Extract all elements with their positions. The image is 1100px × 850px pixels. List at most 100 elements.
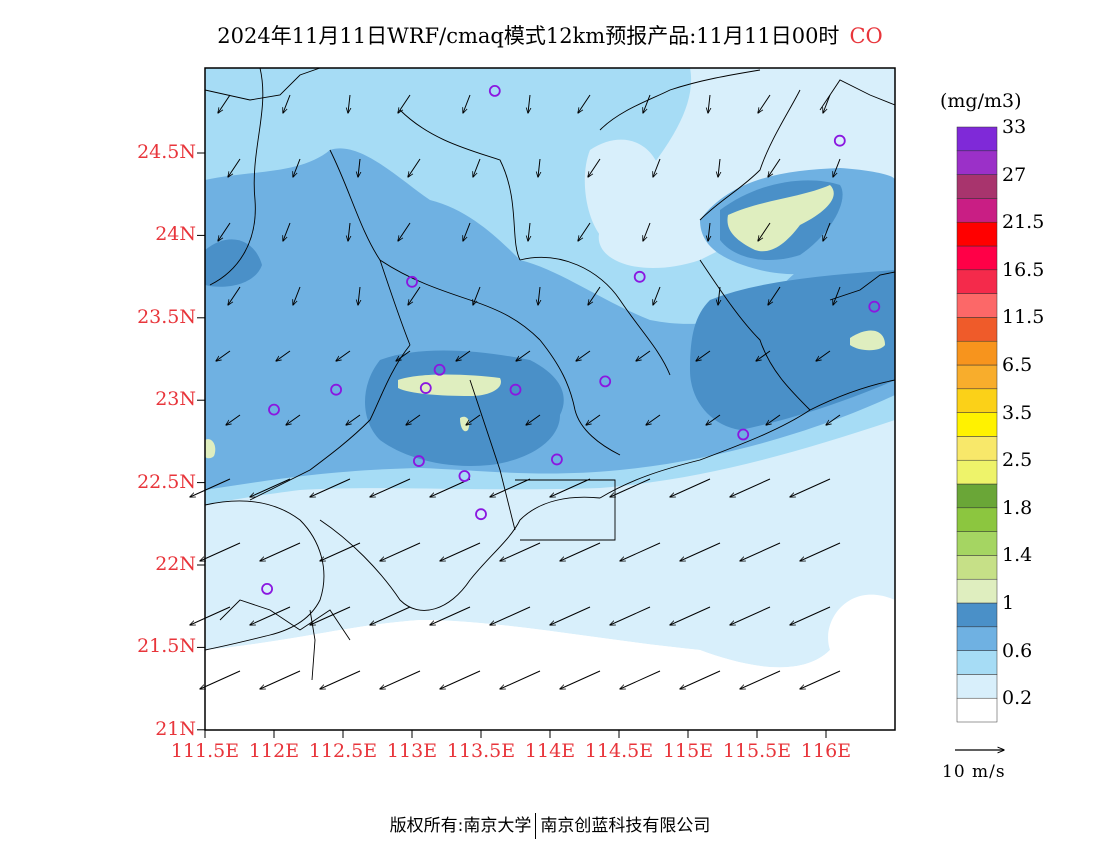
- station-marker: [412, 455, 425, 467]
- wind-arrow: [250, 478, 291, 497]
- colorbar-swatch: [956, 126, 998, 152]
- wind-arrow: [216, 350, 231, 361]
- station-marker: [330, 383, 343, 396]
- lat-label: 22N: [155, 553, 196, 575]
- wind-arrow: [310, 478, 351, 497]
- wind-arrow: [833, 158, 841, 177]
- wind-arrow: [283, 94, 291, 113]
- wind-arrow: [250, 606, 291, 625]
- wind-arrow: [756, 350, 771, 361]
- axis-ticks: [197, 152, 827, 738]
- wind-arrow: [610, 478, 651, 497]
- boundaries: [205, 68, 895, 681]
- colorbar-swatch: [956, 555, 998, 580]
- colorbar-swatch: [956, 626, 998, 651]
- wind-arrow: [320, 670, 361, 689]
- colorbar-swatch: [956, 412, 998, 437]
- wind-arrow: [336, 350, 351, 361]
- wind-arrow: [766, 414, 781, 425]
- lon-label: 114E: [524, 740, 576, 762]
- station-marker: [599, 375, 612, 388]
- colorbar-label: 2.5: [1002, 449, 1033, 472]
- wind-arrow: [526, 414, 541, 425]
- colorbar-label: 27: [1002, 163, 1027, 186]
- station-marker: [509, 383, 522, 396]
- wind-arrow: [490, 606, 531, 625]
- wind-arrow: [293, 158, 301, 177]
- copyright-footer: 版权所有:南京大学 南京创蓝科技有限公司: [0, 811, 1100, 839]
- colorbar-swatch: [956, 317, 998, 342]
- wind-arrow: [800, 670, 841, 689]
- species-label: CO: [849, 24, 883, 48]
- station-marker: [833, 134, 846, 147]
- wind-arrow: [348, 94, 350, 113]
- wind-arrow: [440, 670, 481, 689]
- wind-arrow: [358, 286, 360, 305]
- wind-arrow: [643, 94, 651, 113]
- colorbar-label: 1.4: [1002, 544, 1033, 567]
- wind-arrow: [370, 478, 411, 497]
- wind-arrow: [463, 94, 471, 113]
- wind-arrow: [190, 606, 231, 625]
- wind-arrow: [500, 670, 541, 689]
- colorbar-swatch: [956, 578, 998, 604]
- wind-arrow: [610, 606, 651, 625]
- wind-arrow: [408, 158, 421, 177]
- wind-arrow: [380, 542, 421, 561]
- title-text: 2024年11月11日WRF/cmaq模式12km预报产品:11月11日00时: [217, 24, 840, 48]
- wind-arrow: [560, 670, 601, 689]
- wind-arrow: [586, 414, 601, 425]
- colorbar-swatch: [956, 483, 998, 509]
- wind-arrow: [588, 286, 601, 305]
- wind-arrow: [730, 606, 771, 625]
- reference-vector-label: 10 m/s: [942, 762, 1006, 782]
- colorbar-swatch: [956, 531, 998, 556]
- colorbar-swatch: [956, 602, 998, 628]
- wind-arrow: [646, 414, 661, 425]
- wind-arrow: [823, 94, 831, 113]
- colorbar-label: 11.5: [1002, 306, 1045, 329]
- wind-arrow: [528, 222, 530, 241]
- wind-arrow: [588, 158, 601, 177]
- concentration-field: [205, 68, 895, 730]
- colorbar-swatch: [956, 436, 998, 461]
- wind-arrow: [456, 350, 471, 361]
- lat-label: 21N: [155, 717, 196, 740]
- wind-arrow: [260, 670, 301, 689]
- wind-arrow: [768, 286, 781, 305]
- colorbar-swatch: [956, 340, 998, 366]
- wind-arrow: [260, 542, 301, 561]
- wind-arrow: [226, 414, 241, 425]
- lon-label: 113E: [386, 740, 438, 762]
- colorbar-label: 1: [1002, 592, 1015, 614]
- wind-arrow: [758, 94, 771, 113]
- wind-arrow: [380, 670, 421, 689]
- wind-arrow: [218, 94, 231, 113]
- colorbar-label: 3.5: [1002, 401, 1033, 424]
- colorbar-swatch: [956, 507, 998, 532]
- wind-arrow: [740, 670, 781, 689]
- wind-arrow: [463, 222, 471, 241]
- wind-arrow: [466, 414, 481, 425]
- wind-arrow: [620, 670, 661, 689]
- wind-arrow: [653, 286, 661, 305]
- lon-label: 111.5E: [170, 740, 240, 762]
- wind-arrow: [636, 350, 651, 361]
- wind-arrow: [578, 94, 591, 113]
- wind-arrow: [718, 286, 720, 305]
- lon-label: 116E: [800, 740, 852, 762]
- footer-right: 南京创蓝科技有限公司: [540, 816, 711, 836]
- colorbar-swatch: [956, 245, 998, 271]
- wind-arrow: [790, 478, 831, 497]
- wind-arrow: [578, 222, 591, 241]
- colorbar-swatch: [956, 674, 998, 699]
- wind-arrow: [490, 478, 531, 497]
- wind-arrow: [200, 542, 241, 561]
- colorbar-swatch: [956, 221, 998, 247]
- wind-arrow: [718, 158, 720, 177]
- wind-arrow: [320, 542, 361, 561]
- lat-label: 24.5N: [137, 141, 196, 163]
- wind-arrow: [500, 542, 541, 561]
- wind-arrow: [283, 222, 291, 241]
